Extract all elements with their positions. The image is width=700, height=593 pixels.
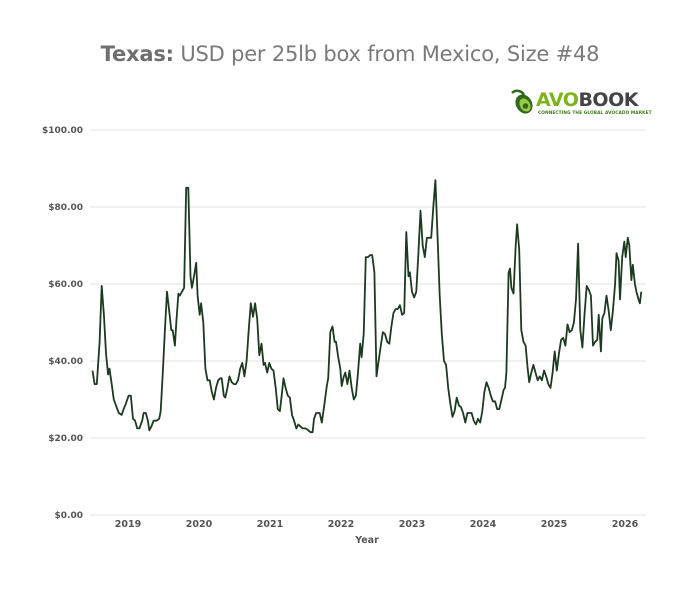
avobook-logo: AVOBOOK CONNECTING THE GLOBAL AVOCADO MA… [508,89,652,119]
logo-book: BOOK [578,89,638,111]
x-tick-label: 2022 [328,519,354,530]
chart-title-bold: Texas: [100,42,174,66]
y-tick-label: $60.00 [48,280,83,290]
x-axis: 2019 2020 2021 2022 2023 2024 2025 2026 [115,519,639,530]
x-tick-label: 2026 [612,519,639,530]
grid-lines [90,129,646,516]
chart-title: Texas: USD per 25lb box from Mexico, Siz… [0,42,700,66]
y-tick-label: $100.00 [42,126,83,136]
y-tick-label: $0.00 [55,511,83,521]
y-tick-label: $80.00 [48,203,83,213]
y-tick-label: $20.00 [48,434,83,444]
x-tick-label: 2019 [115,519,141,530]
avocado-icon [511,89,533,114]
x-tick-label: 2020 [186,519,213,530]
x-tick-label: 2023 [399,519,425,530]
x-tick-label: 2024 [470,519,497,530]
series-line [91,179,643,434]
y-tick-label: $40.00 [48,357,83,367]
chart-title-rest: USD per 25lb box from Mexico, Size #48 [173,42,600,66]
logo-wordmark: AVOBOOK [536,89,638,111]
x-tick-label: 2025 [541,519,567,530]
y-axis: $0.00 $20.00 $40.00 $60.00 $80.00 $100.00 [42,126,83,521]
x-axis-label: Year [354,535,379,546]
x-tick-label: 2021 [257,519,283,530]
logo-tagline: CONNECTING THE GLOBAL AVOCADO MARKET [538,111,652,116]
logo-avo: AVO [536,89,579,111]
series-group [91,179,643,434]
